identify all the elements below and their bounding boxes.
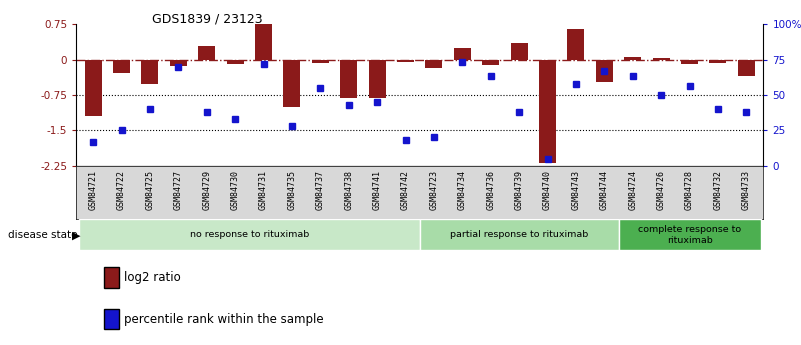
Text: complete response to
rituximab: complete response to rituximab bbox=[638, 225, 741, 245]
Text: GSM84728: GSM84728 bbox=[685, 170, 694, 210]
Bar bbox=[227, 60, 244, 64]
Text: GSM84733: GSM84733 bbox=[742, 170, 751, 210]
Bar bbox=[738, 60, 755, 76]
Bar bbox=[624, 57, 642, 60]
Bar bbox=[539, 60, 556, 163]
Text: GSM84721: GSM84721 bbox=[89, 170, 98, 210]
Bar bbox=[340, 60, 357, 98]
Text: GSM84739: GSM84739 bbox=[514, 170, 524, 210]
Text: GDS1839 / 23123: GDS1839 / 23123 bbox=[152, 12, 263, 25]
Bar bbox=[79, 219, 420, 250]
Bar bbox=[653, 58, 670, 60]
Bar bbox=[425, 60, 442, 68]
Text: percentile rank within the sample: percentile rank within the sample bbox=[124, 313, 324, 326]
Text: GSM84723: GSM84723 bbox=[429, 170, 438, 210]
Text: GSM84735: GSM84735 bbox=[288, 170, 296, 210]
Text: no response to rituximab: no response to rituximab bbox=[190, 230, 309, 239]
Bar bbox=[142, 60, 159, 84]
Bar bbox=[284, 60, 300, 107]
Bar bbox=[312, 60, 329, 63]
Text: partial response to rituximab: partial response to rituximab bbox=[450, 230, 588, 239]
Bar bbox=[198, 46, 215, 60]
Bar bbox=[710, 60, 727, 63]
Text: GSM84722: GSM84722 bbox=[117, 170, 126, 210]
Bar bbox=[420, 219, 618, 250]
Text: GSM84741: GSM84741 bbox=[372, 170, 381, 210]
Bar bbox=[170, 60, 187, 66]
Text: GSM84727: GSM84727 bbox=[174, 170, 183, 210]
Text: GSM84740: GSM84740 bbox=[543, 170, 552, 210]
Bar bbox=[596, 60, 613, 82]
Bar bbox=[510, 42, 528, 60]
Bar bbox=[454, 48, 471, 60]
Text: GSM84731: GSM84731 bbox=[259, 170, 268, 210]
Bar bbox=[397, 60, 414, 62]
Text: GSM84742: GSM84742 bbox=[401, 170, 410, 210]
Text: GSM84724: GSM84724 bbox=[628, 170, 638, 210]
Text: GSM84743: GSM84743 bbox=[571, 170, 581, 210]
Text: GSM84729: GSM84729 bbox=[202, 170, 211, 210]
Text: GSM84736: GSM84736 bbox=[486, 170, 495, 210]
Text: GSM84730: GSM84730 bbox=[231, 170, 239, 210]
Bar bbox=[85, 60, 102, 116]
Bar bbox=[482, 60, 499, 65]
Bar bbox=[681, 60, 698, 64]
Text: GSM84737: GSM84737 bbox=[316, 170, 325, 210]
Text: log2 ratio: log2 ratio bbox=[124, 271, 181, 284]
Bar bbox=[113, 60, 130, 73]
Text: GSM84732: GSM84732 bbox=[714, 170, 723, 210]
Text: disease state: disease state bbox=[8, 230, 78, 240]
Text: GSM84744: GSM84744 bbox=[600, 170, 609, 210]
Text: GSM84726: GSM84726 bbox=[657, 170, 666, 210]
Text: GSM84734: GSM84734 bbox=[458, 170, 467, 210]
Text: ▶: ▶ bbox=[72, 230, 81, 240]
Bar bbox=[255, 24, 272, 60]
Bar bbox=[618, 219, 760, 250]
Bar bbox=[567, 29, 585, 60]
Text: GSM84738: GSM84738 bbox=[344, 170, 353, 210]
Bar bbox=[368, 60, 385, 98]
Text: GSM84725: GSM84725 bbox=[146, 170, 155, 210]
